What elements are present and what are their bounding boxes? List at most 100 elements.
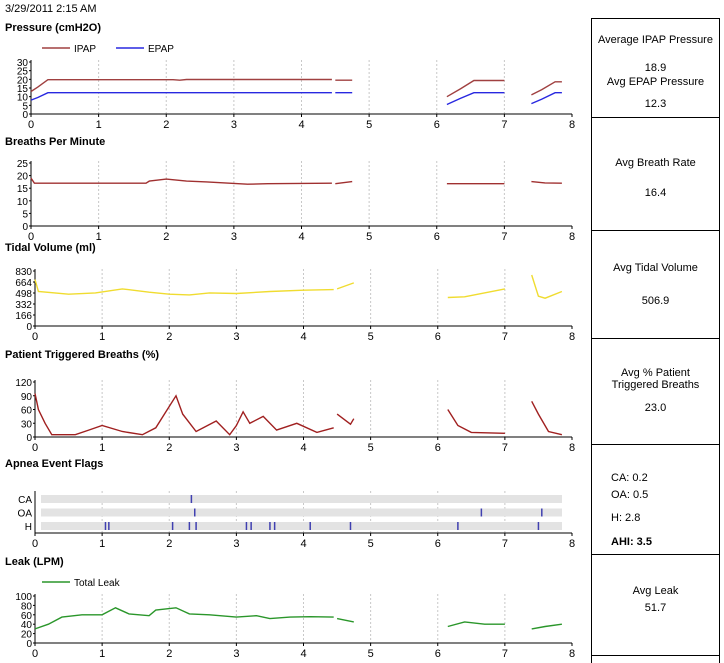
y-tick-label: 10 — [17, 197, 29, 208]
y-tick-label: 25 — [17, 159, 29, 170]
y-tick-label: 0 — [22, 110, 28, 121]
y-tick-label: 0 — [26, 639, 32, 650]
x-tick-label: 1 — [99, 331, 105, 343]
avg-ipap-label: Average IPAP Pressure — [598, 34, 713, 46]
avg-leak-value: 51.7 — [644, 602, 667, 614]
x-tick-label: 8 — [569, 648, 575, 660]
y-tick-label: 332 — [15, 300, 32, 311]
x-tick-label: 8 — [569, 442, 575, 454]
x-tick-label: 5 — [368, 331, 374, 343]
y-tick-label: 120 — [15, 378, 32, 389]
tidal-series-line — [531, 274, 563, 299]
x-tick-label: 0 — [28, 119, 34, 131]
avg-tidal-label: Avg Tidal Volume — [613, 262, 698, 274]
tidal-title: Tidal Volume (ml) — [5, 242, 96, 254]
epap-series-line — [30, 92, 332, 101]
x-tick-label: 6 — [435, 331, 441, 343]
x-tick-label: 7 — [501, 119, 507, 131]
x-tick-label: 4 — [298, 119, 304, 131]
x-tick-label: 5 — [366, 119, 372, 131]
total-leak-series-line — [447, 621, 505, 628]
x-tick-label: 4 — [300, 442, 306, 454]
apnea-title: Apnea Event Flags — [5, 458, 104, 470]
y-tick-label: 664 — [15, 278, 32, 289]
summary-pressure: Average IPAP Pressure 18.9 Avg EPAP Pres… — [592, 18, 719, 117]
avg-trigger-value: 23.0 — [644, 402, 667, 414]
x-tick-label: 4 — [300, 538, 306, 550]
y-tick-label: 15 — [17, 84, 29, 95]
bpm-series-line — [335, 180, 353, 185]
x-tick-label: 2 — [163, 119, 169, 131]
y-tick-label: 0 — [26, 322, 32, 333]
x-tick-label: 4 — [300, 331, 306, 343]
y-tick-label: 90 — [21, 392, 33, 403]
x-tick-label: 3 — [233, 648, 239, 660]
x-tick-label: 0 — [32, 538, 38, 550]
x-tick-label: 6 — [435, 648, 441, 660]
y-tick-label: 20 — [17, 75, 29, 86]
x-tick-label: 7 — [502, 648, 508, 660]
x-tick-label: 3 — [231, 119, 237, 131]
bpm-series-line — [531, 180, 562, 184]
ipap-series-line — [531, 81, 562, 96]
y-tick-label: 10 — [17, 93, 29, 104]
x-tick-label: 3 — [233, 442, 239, 454]
tidal-series-line — [34, 279, 334, 296]
avg-breath-rate-label: Avg Breath Rate — [615, 157, 696, 169]
x-tick-label: 3 — [233, 538, 239, 550]
y-tick-label: 80 — [21, 601, 33, 612]
legend-label: IPAP — [74, 44, 96, 55]
x-tick-label: 8 — [569, 331, 575, 343]
x-tick-label: 6 — [434, 231, 440, 243]
x-tick-label: 7 — [501, 231, 507, 243]
x-tick-label: 7 — [502, 442, 508, 454]
x-tick-label: 1 — [99, 648, 105, 660]
flag-row-label: H — [25, 522, 32, 533]
legend-label: EPAP — [148, 44, 174, 55]
summary-leak: Avg Leak 51.7 — [592, 554, 719, 655]
trigger-panel: 0 1 2 3 4 5 6 7 8 0 30 60 90 120 — [15, 378, 575, 454]
x-tick-label: 7 — [502, 331, 508, 343]
x-tick-label: 8 — [569, 538, 575, 550]
avg-trigger-label: Avg % Patient Triggered Breaths — [611, 367, 700, 391]
bpm-series-line — [30, 177, 332, 185]
avg-leak-label: Avg Leak — [632, 585, 679, 597]
x-tick-label: 1 — [96, 231, 102, 243]
summary-tidal: Avg Tidal Volume 506.9 — [592, 230, 719, 338]
flag-band-h — [41, 522, 562, 530]
avg-ipap-value: 18.9 — [644, 62, 667, 74]
summary-apnea: CA: 0.2 OA: 0.5 H: 2.8 AHI: 3.5 — [592, 444, 719, 554]
x-tick-label: 5 — [366, 231, 372, 243]
y-tick-label: 25 — [17, 67, 29, 78]
x-tick-label: 2 — [163, 231, 169, 243]
flag-row-label: OA — [18, 509, 33, 520]
x-tick-label: 2 — [166, 442, 172, 454]
ahi-index: AHI: 3.5 — [611, 536, 652, 548]
trigger-series-line — [34, 393, 334, 436]
trigger-title: Patient Triggered Breaths (%) — [5, 349, 160, 361]
y-tick-label: 40 — [21, 620, 33, 631]
x-tick-label: 8 — [569, 231, 575, 243]
x-tick-label: 7 — [502, 538, 508, 550]
x-tick-label: 5 — [368, 538, 374, 550]
x-tick-label: 6 — [435, 442, 441, 454]
y-tick-label: 5 — [22, 101, 28, 112]
x-tick-label: 3 — [231, 231, 237, 243]
y-tick-label: 20 — [17, 172, 29, 183]
flag-band-ca — [41, 495, 562, 503]
total-leak-series-line — [336, 617, 354, 623]
legend-label: Total Leak — [74, 578, 121, 589]
flag-band-oa — [41, 508, 562, 517]
ca-index: CA: 0.2 — [611, 472, 648, 484]
avg-breath-rate-value: 16.4 — [644, 187, 667, 199]
breaths-title: Breaths Per Minute — [5, 136, 106, 148]
y-tick-label: 15 — [17, 184, 29, 195]
avg-epap-label: Avg EPAP Pressure — [606, 76, 705, 88]
x-tick-label: 1 — [96, 119, 102, 131]
y-tick-label: 830 — [15, 267, 32, 278]
x-tick-label: 0 — [28, 231, 34, 243]
x-tick-label: 4 — [298, 231, 304, 243]
